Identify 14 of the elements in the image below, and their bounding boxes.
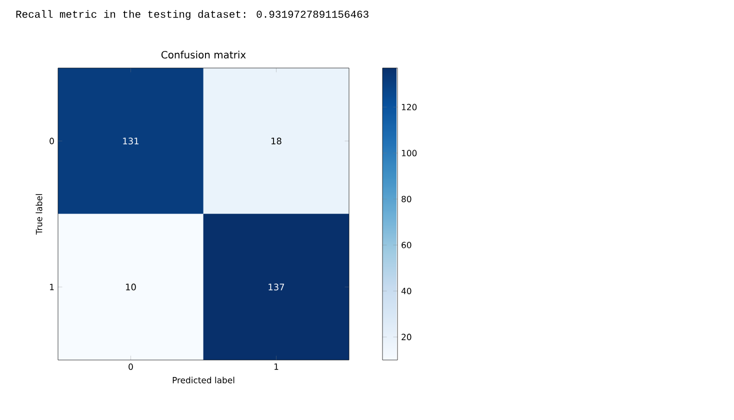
color-bar-label: 80 bbox=[402, 196, 412, 202]
data-label: 18 bbox=[272, 138, 282, 144]
y-axis-title: True label bbox=[36, 194, 42, 235]
color-bar-label: 120 bbox=[402, 104, 417, 110]
text: Recall metric in the testing dataset: 0.9319727891156463 bbox=[16, 10, 368, 20]
x-axis-title: Predicted label bbox=[172, 376, 234, 384]
color-bar-label: 20 bbox=[402, 334, 412, 340]
data-label: 137 bbox=[268, 284, 284, 290]
color-bar-label: 40 bbox=[401, 288, 412, 294]
data-label: 131 bbox=[123, 138, 138, 144]
data-label: 10 bbox=[126, 284, 136, 290]
color-bar-label: 100 bbox=[402, 150, 417, 156]
color-bar-label: 60 bbox=[402, 242, 412, 248]
chart-title: Confusion matrix bbox=[161, 50, 246, 59]
